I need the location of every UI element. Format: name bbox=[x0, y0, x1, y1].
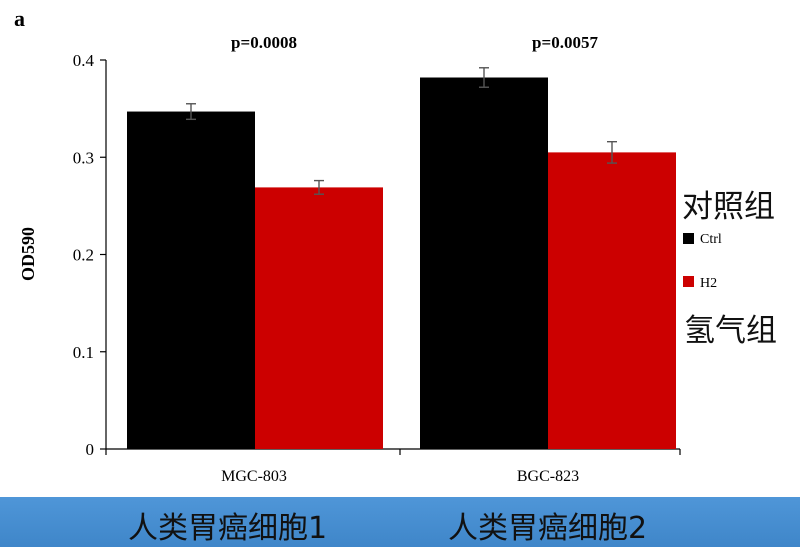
panel-label: a bbox=[14, 6, 25, 31]
legend-label-ctrl: Ctrl bbox=[700, 232, 722, 247]
y-tick-label: 0.1 bbox=[73, 343, 94, 362]
y-tick-label: 0.4 bbox=[73, 51, 95, 70]
legend-h2-cn: 氢气组 bbox=[684, 313, 777, 349]
legend-ctrl-cn: 对照组 bbox=[682, 189, 775, 225]
x-tick-label: BGC-823 bbox=[517, 468, 579, 485]
bar-h2-bgc-823 bbox=[548, 152, 676, 449]
bar-ctrl-mgc-803 bbox=[127, 111, 255, 449]
legend-label-h2: H2 bbox=[700, 276, 717, 291]
bar-ctrl-bgc-823 bbox=[420, 77, 548, 449]
p-value-label: p=0.0057 bbox=[532, 33, 598, 52]
y-tick-label: 0 bbox=[86, 440, 95, 459]
bottom-caption-band: 人类胃癌细胞1 人类胃癌细胞2 bbox=[0, 497, 800, 547]
legend-swatch-ctrl bbox=[683, 233, 694, 244]
y-axis-label: OD590 bbox=[18, 227, 38, 281]
p-value-label: p=0.0008 bbox=[231, 33, 297, 52]
bar-h2-mgc-803 bbox=[255, 187, 383, 449]
x-tick-label: MGC-803 bbox=[221, 468, 287, 485]
y-tick-label: 0.2 bbox=[73, 246, 94, 265]
caption-cell-2: 人类胃癌细胞2 bbox=[448, 511, 648, 546]
legend-swatch-h2 bbox=[683, 276, 694, 287]
y-tick-label: 0.3 bbox=[73, 148, 94, 167]
caption-cell-1: 人类胃癌细胞1 bbox=[128, 511, 328, 546]
